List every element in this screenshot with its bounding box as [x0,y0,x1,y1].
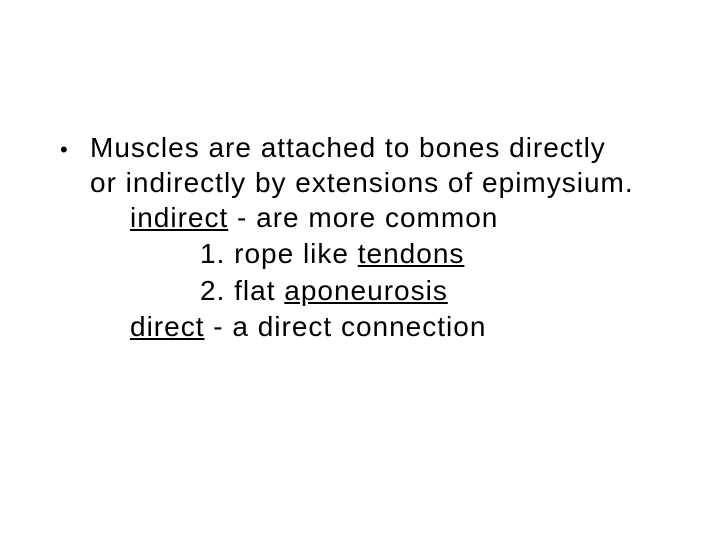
sub-item-1: 1. rope like tendons [200,236,660,272]
direct-label: direct [130,311,204,342]
sub-direct: direct - a direct connection [130,309,660,345]
indirect-rest: - are more common [228,202,498,233]
item1-num: 1. rope like [200,238,358,269]
item2-num: 2. flat [200,275,284,306]
item2-underlined: aponeurosis [284,275,448,306]
direct-rest: - a direct connection [204,311,486,342]
sub-item-2: 2. flat aponeurosis [200,273,660,309]
bullet-text: Muscles are attached to bones directly o… [90,130,660,200]
bullet-dot: • [60,130,90,164]
bullet-line1: Muscles are attached to bones directly [90,132,606,163]
sub-indirect: indirect - are more common [130,200,660,236]
bullet-line2: or indirectly by extensions of epimysium… [90,167,634,198]
item1-underlined: tendons [358,238,465,269]
slide: • Muscles are attached to bones directly… [0,0,720,540]
indirect-label: indirect [130,202,228,233]
bullet-item: • Muscles are attached to bones directly… [60,130,660,200]
